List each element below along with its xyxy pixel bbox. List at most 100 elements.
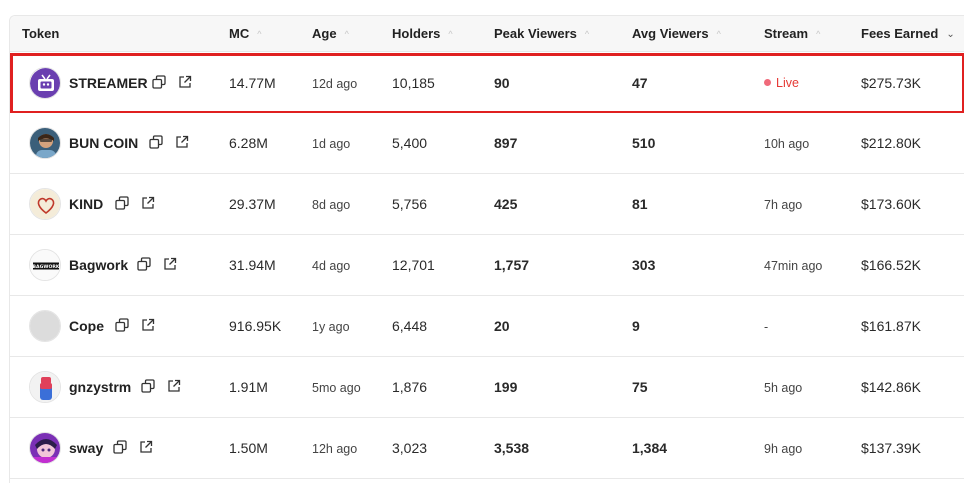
table-row[interactable]: gnzystrm 1.91M 5mo ago 1,876 199 75 5h ago $142…	[10, 357, 964, 418]
market-cap: 31.94M	[229, 257, 276, 273]
svg-text:BAGWORK: BAGWORK	[33, 264, 60, 270]
age: 1y ago	[312, 320, 350, 334]
column-peak-viewers[interactable]: Peak Viewers ^	[494, 16, 589, 52]
external-link-icon[interactable]	[167, 379, 181, 393]
external-link-icon[interactable]	[178, 75, 192, 89]
age: 12h ago	[312, 442, 358, 456]
token-name[interactable]: KIND	[69, 196, 104, 212]
table-row[interactable]: KIND 29.37M 8d ago 5,756 425 81 7h ago $173.60K	[10, 174, 964, 235]
avg-viewers: 510	[632, 135, 656, 151]
market-cap: 29.37M	[229, 196, 276, 212]
placeholder-avatar	[29, 310, 61, 342]
fees-earned: $212.80K	[861, 135, 921, 151]
market-cap: 1.91M	[229, 379, 268, 395]
tv-icon	[29, 67, 61, 99]
table-row[interactable]: BUN COIN 6.28M 1d ago 5,400 897 510 10h ago $21…	[10, 113, 964, 174]
anime-avatar	[29, 432, 61, 464]
column-token[interactable]: Token	[22, 26, 60, 41]
column-age[interactable]: Age ^	[312, 16, 349, 52]
stream-status: 47min ago	[764, 259, 823, 273]
token-name[interactable]: Cope	[69, 318, 104, 334]
age: 12d ago	[312, 77, 358, 91]
table-row[interactable]: sway 1.50M 12h ago 3,023 3,538 1,384 9h ago $13…	[10, 418, 964, 479]
avg-viewers: 9	[632, 318, 640, 334]
external-link-icon[interactable]	[163, 257, 177, 271]
vape-icon	[29, 371, 61, 403]
stream-status: 5h ago	[764, 381, 803, 395]
avg-viewers: 75	[632, 379, 648, 395]
holders: 1,876	[392, 379, 428, 395]
external-link-icon[interactable]	[141, 318, 155, 332]
copy-icon[interactable]	[137, 257, 151, 271]
age: 8d ago	[312, 198, 351, 212]
sort-icon: ^	[344, 29, 349, 39]
avg-viewers: 303	[632, 257, 656, 273]
sort-icon: ^	[584, 29, 590, 39]
stream-status: 10h ago	[764, 137, 810, 151]
market-cap: 1.50M	[229, 440, 268, 456]
copy-icon[interactable]	[141, 379, 155, 393]
token-name[interactable]: sway	[69, 440, 104, 456]
column-mc[interactable]: MC ^	[229, 16, 261, 52]
holders: 3,023	[392, 440, 428, 456]
column-avg-viewers[interactable]: Avg Viewers ^	[632, 16, 721, 52]
avg-viewers: 81	[632, 196, 648, 212]
holders: 12,701	[392, 257, 435, 273]
fees-earned: $161.87K	[861, 318, 921, 334]
fees-earned: $275.73K	[861, 75, 921, 91]
holders: 6,448	[392, 318, 428, 334]
token-table: Token MC ^ Age ^ Holders ^ Peak Viewers ^ Av…	[9, 15, 964, 483]
column-holders[interactable]: Holders ^	[392, 16, 453, 52]
holders: 10,185	[392, 75, 435, 91]
external-link-icon[interactable]	[139, 440, 153, 454]
column-fees-earned[interactable]: Fees Earned ⌄	[861, 16, 955, 52]
sort-icon: ^	[448, 29, 453, 39]
copy-icon[interactable]	[115, 318, 129, 332]
copy-icon[interactable]	[149, 135, 163, 149]
peak-viewers: 1,757	[494, 257, 530, 273]
market-cap: 6.28M	[229, 135, 268, 151]
external-link-icon[interactable]	[175, 135, 189, 149]
fees-earned: $137.39K	[861, 440, 921, 456]
sort-desc-icon: ⌄	[946, 29, 955, 40]
stream-status: 9h ago	[764, 442, 803, 456]
external-link-icon[interactable]	[141, 196, 155, 210]
token-name[interactable]: Bagwork	[69, 257, 129, 273]
peak-viewers: 20	[494, 318, 510, 334]
peak-viewers: 897	[494, 135, 518, 151]
table-header: Token MC ^ Age ^ Holders ^ Peak Viewers ^ Av…	[10, 16, 964, 52]
table-row[interactable]: STREAMER 14.77M 12d ago 10,185 90 47 Live $275.…	[10, 53, 964, 114]
holders: 5,400	[392, 135, 428, 151]
holders: 5,756	[392, 196, 428, 212]
token-name[interactable]: gnzystrm	[69, 379, 132, 395]
live-status[interactable]: Live	[764, 76, 799, 90]
copy-icon[interactable]	[115, 196, 129, 210]
copy-icon[interactable]	[113, 440, 127, 454]
live-dot-icon	[764, 79, 771, 86]
peak-viewers: 90	[494, 75, 510, 91]
table-row[interactable]: BAGWORK Bagwork 31.94M 4d ago 12,701 1,757 303…	[10, 235, 964, 296]
copy-icon[interactable]	[152, 75, 166, 89]
sort-icon: ^	[816, 29, 821, 39]
bagwork-logo: BAGWORK	[29, 249, 61, 281]
peak-viewers: 3,538	[494, 440, 530, 456]
fees-earned: $142.86K	[861, 379, 921, 395]
age: 5mo ago	[312, 381, 361, 395]
token-name[interactable]: STREAMER	[69, 75, 148, 91]
fees-earned: $173.60K	[861, 196, 921, 212]
column-stream[interactable]: Stream ^	[764, 16, 820, 52]
age: 4d ago	[312, 259, 351, 273]
peak-viewers: 199	[494, 379, 518, 395]
stream-status: -	[764, 320, 769, 334]
table-row[interactable]: Cope 916.95K 1y ago 6,448 20 9 - $161.87K	[10, 296, 964, 357]
avg-viewers: 47	[632, 75, 648, 91]
heart-icon	[29, 188, 61, 220]
token-name[interactable]: BUN COIN	[69, 135, 139, 151]
sort-icon: ^	[257, 29, 262, 39]
age: 1d ago	[312, 137, 351, 151]
person-photo-icon	[29, 127, 61, 159]
fees-earned: $166.52K	[861, 257, 921, 273]
market-cap: 14.77M	[229, 75, 276, 91]
market-cap: 916.95K	[229, 318, 282, 334]
sort-icon: ^	[716, 29, 721, 39]
